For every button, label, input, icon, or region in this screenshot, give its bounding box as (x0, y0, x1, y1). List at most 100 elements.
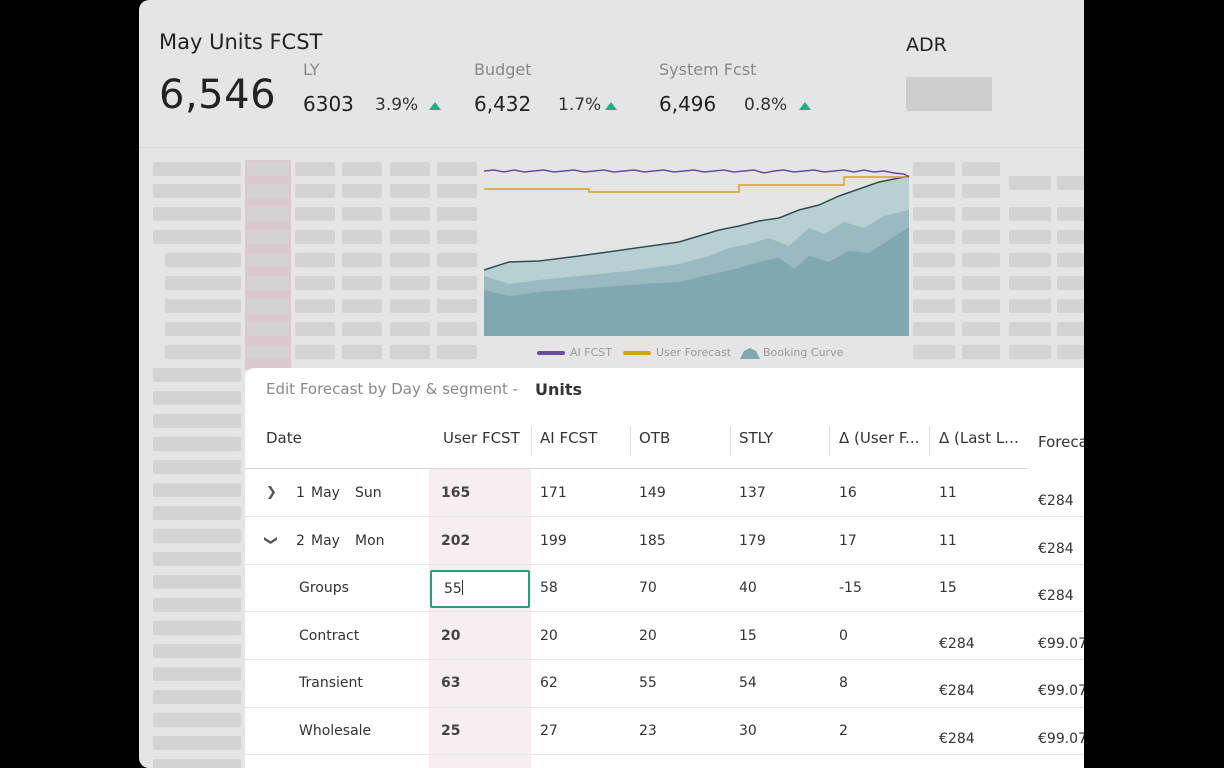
row-dow: Mon (355, 533, 385, 549)
row-divider (245, 516, 1084, 517)
skeleton-bar (1057, 253, 1084, 267)
skeleton-bar (913, 299, 955, 313)
skeleton-bar (153, 529, 241, 543)
skeleton-bar (342, 322, 382, 336)
skeleton-bar (153, 552, 241, 566)
col-delta-user[interactable]: Δ (User F... (839, 429, 920, 447)
cell-ai-fcst: 27 (540, 723, 558, 739)
cell-otb: 185 (639, 533, 666, 549)
skeleton-bar (913, 276, 955, 290)
row-divider (245, 611, 1084, 612)
skeleton-bar (342, 276, 382, 290)
forecast-app: May Units FCST 6,546 LY 6303 3.9% Budget… (139, 0, 1084, 768)
col-delta-last[interactable]: Δ (Last Lo... (939, 429, 1021, 447)
skeleton-bar (153, 414, 241, 428)
skeleton-bar (247, 299, 289, 313)
legend-line-icon (537, 350, 565, 355)
cell-forecast: €99.07 (1038, 731, 1084, 747)
col-user-fcst[interactable]: User FCST (443, 429, 520, 447)
kpi-label: Budget (474, 60, 532, 79)
cell-user-fcst[interactable]: 25 (441, 723, 461, 739)
skeleton-bar (247, 345, 289, 359)
skeleton-bar (295, 207, 335, 221)
row-divider (245, 564, 1084, 565)
legend-user: User Forecast (623, 346, 731, 359)
row-day: 1 (296, 485, 305, 501)
skeleton-bar (913, 253, 955, 267)
skeleton-bar (1057, 299, 1084, 313)
cell-otb: 20 (639, 628, 657, 644)
skeleton-bar (153, 736, 241, 750)
skeleton-bar (1009, 345, 1051, 359)
skeleton-bar (962, 299, 1000, 313)
skeleton-bar (1009, 230, 1051, 244)
skeleton-bar (437, 230, 477, 244)
skeleton-bar (962, 345, 1000, 359)
user-fcst-edit-input[interactable]: 55 (430, 570, 530, 608)
skeleton-bar (437, 184, 477, 198)
cell-stly: 179 (739, 533, 766, 549)
kpi-label: LY (303, 60, 320, 79)
cell-delta-last: €284 (939, 636, 975, 652)
edit-value: 55 (444, 581, 462, 597)
trend-up-icon (429, 102, 441, 110)
legend-label: Booking Curve (763, 346, 844, 359)
cell-stly: 137 (739, 485, 766, 501)
kpi-pct: 0.8% (744, 95, 788, 115)
skeleton-bar (913, 184, 955, 198)
skeleton-bar (342, 230, 382, 244)
skeleton-bar (1057, 176, 1084, 190)
legend-booking: Booking Curve (740, 346, 843, 359)
cell-user-fcst[interactable]: 20 (441, 628, 461, 644)
skeleton-bar (153, 690, 241, 704)
skeleton-bar (437, 345, 477, 359)
skeleton-bar (165, 322, 241, 336)
skeleton-bar (247, 276, 289, 290)
skeleton-bar (437, 322, 477, 336)
skeleton-bar (342, 162, 382, 176)
adr-title: ADR (906, 34, 947, 56)
skeleton-bar (1057, 322, 1084, 336)
skeleton-bar (390, 230, 430, 244)
col-otb[interactable]: OTB (639, 429, 671, 447)
chevron-right-icon[interactable]: ❯ (266, 485, 277, 500)
cell-stly: 30 (739, 723, 757, 739)
segment-label: Transient (299, 675, 363, 691)
col-forecast[interactable]: Foreca (1038, 433, 1084, 451)
legend-line-icon (623, 350, 651, 355)
skeleton-bar (342, 184, 382, 198)
user-fcst-column-highlight (429, 468, 531, 768)
cell-ai-fcst: 199 (540, 533, 567, 549)
chevron-down-icon[interactable]: ❯ (262, 535, 278, 546)
booking-curve-line (483, 175, 910, 271)
skeleton-bar (390, 299, 430, 313)
cell-user-fcst[interactable]: 63 (441, 675, 461, 691)
col-date[interactable]: Date (266, 429, 302, 447)
skeleton-bar (1057, 276, 1084, 290)
skeleton-bar (437, 299, 477, 313)
skeleton-bar (295, 345, 335, 359)
skeleton-bar (390, 162, 430, 176)
segment-label: Contract (299, 628, 360, 644)
row-divider (245, 754, 1084, 755)
skeleton-bar (962, 230, 1000, 244)
cell-forecast: €284 (1038, 588, 1074, 604)
skeleton-bar (153, 184, 241, 198)
cell-forecast: €284 (1038, 541, 1074, 557)
skeleton-bar (342, 253, 382, 267)
cell-user-fcst[interactable]: 165 (441, 485, 471, 501)
column-divider (730, 426, 731, 456)
skeleton-bar (247, 253, 289, 267)
skeleton-bar (913, 162, 955, 176)
skeleton-bar (390, 253, 430, 267)
skeleton-bar (153, 207, 241, 221)
cell-forecast: €99.07 (1038, 683, 1084, 699)
cell-forecast: €99.07 (1038, 636, 1084, 652)
kpi-ly: LY 6303 3.9% (303, 60, 441, 116)
cell-user-fcst[interactable]: 202 (441, 533, 471, 549)
cell-otb: 55 (639, 675, 657, 691)
col-ai-fcst[interactable]: AI FCST (540, 429, 598, 447)
col-stly[interactable]: STLY (739, 429, 774, 447)
kpi-label: System Fcst (659, 60, 757, 79)
kpi-budget: Budget 6,432 1.7% (474, 60, 617, 116)
